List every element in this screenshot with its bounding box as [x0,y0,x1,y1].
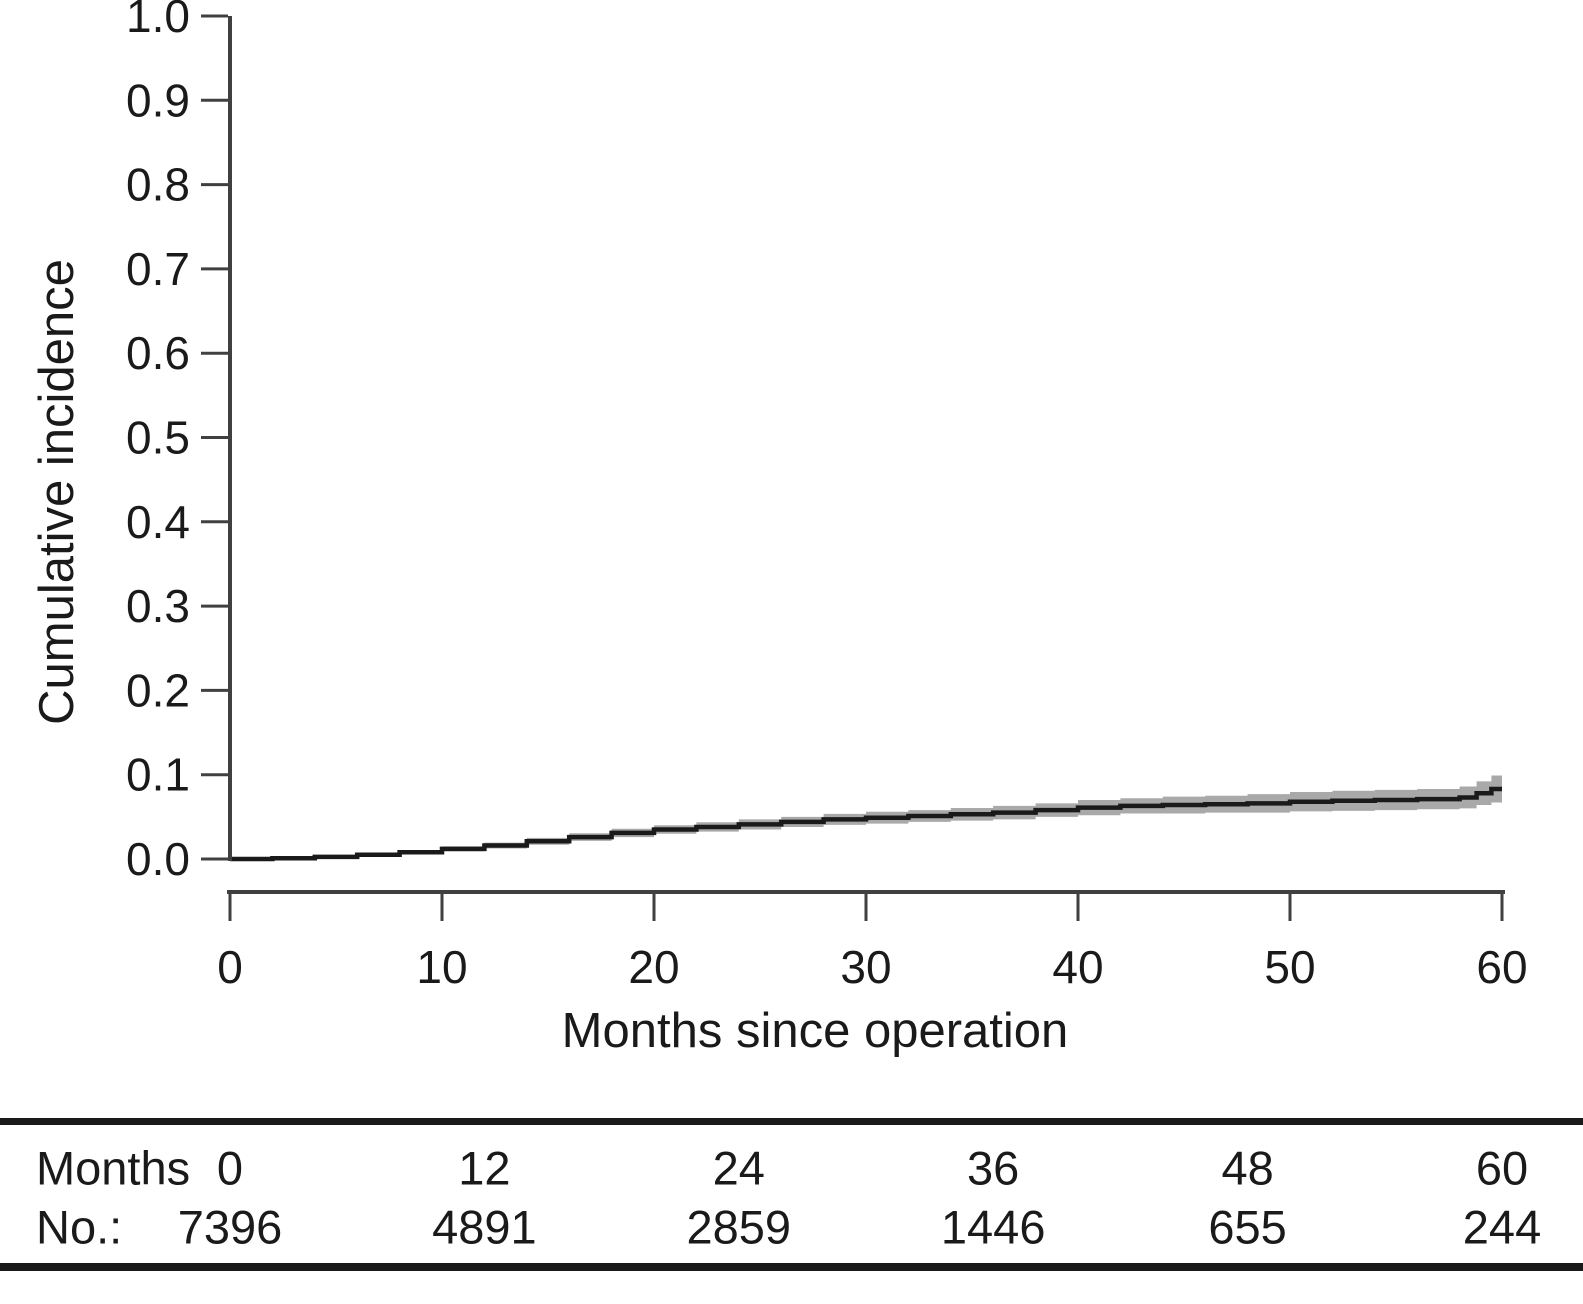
x-tick-label: 0 [217,941,243,993]
y-tick-label: 0.6 [126,327,190,379]
y-axis-title: Cumulative incidence [30,259,84,725]
risk-table-cell: 60 [1475,1141,1529,1195]
y-tick-label: 0.1 [126,749,190,801]
risk-table-cell: 4891 [432,1200,537,1254]
risk-table-cell: 7396 [177,1200,283,1254]
risk-table-months-label: Months [36,1141,191,1195]
y-tick-label: 0.9 [126,74,190,126]
x-tick-label: 10 [416,941,467,993]
y-tick-label: 0.5 [126,412,190,464]
risk-table-counts-label: No.: [36,1200,123,1254]
y-tick-label: 0.0 [126,833,190,885]
incidence-curve [230,786,1502,862]
risk-table-cell: 48 [1221,1141,1274,1195]
y-tick-label: 0.4 [126,496,190,548]
risk-table-counts-row: No.: 7396 4891 2859 1446 655 244 [0,1198,1583,1256]
risk-table-cell: 244 [1462,1200,1542,1254]
x-tick-label: 50 [1264,941,1315,993]
y-tick-label: 1.0 [126,0,190,42]
y-axis: 0.0 0.1 0.2 0.3 0.4 0.5 0.6 0.7 0.8 0.9 1.0 [126,0,232,885]
risk-table-cell: 655 [1208,1200,1287,1254]
risk-table-cell: 12 [458,1141,511,1195]
x-axis-title: Months since operation [561,1004,1069,1058]
risk-table-cell: 0 [216,1141,244,1195]
risk-table-cell: 24 [712,1141,765,1195]
x-tick-label: 20 [628,941,679,993]
x-tick-label: 40 [1052,941,1103,993]
cumulative-incidence-plot: 0.0 0.1 0.2 0.3 0.4 0.5 0.6 0.7 0.8 0.9 1.0 0 10 20 30… [126,0,1528,993]
risk-table-cell: 1446 [940,1200,1046,1254]
y-tick-label: 0.7 [126,243,190,295]
y-tick-label: 0.3 [126,580,190,632]
x-axis: 0 10 20 30 40 50 60 [217,890,1528,993]
x-tick-label: 30 [840,941,891,993]
risk-table-cell: 2859 [686,1200,792,1254]
table-top-rule [0,1118,1583,1125]
risk-table-cell: 36 [967,1141,1020,1195]
y-tick-label: 0.8 [126,159,190,211]
risk-table-months-row: Months 0 12 24 36 48 60 [0,1139,1583,1197]
x-tick-label: 60 [1476,941,1527,993]
table-bottom-rule [0,1263,1583,1271]
y-tick-label: 0.2 [126,664,190,716]
